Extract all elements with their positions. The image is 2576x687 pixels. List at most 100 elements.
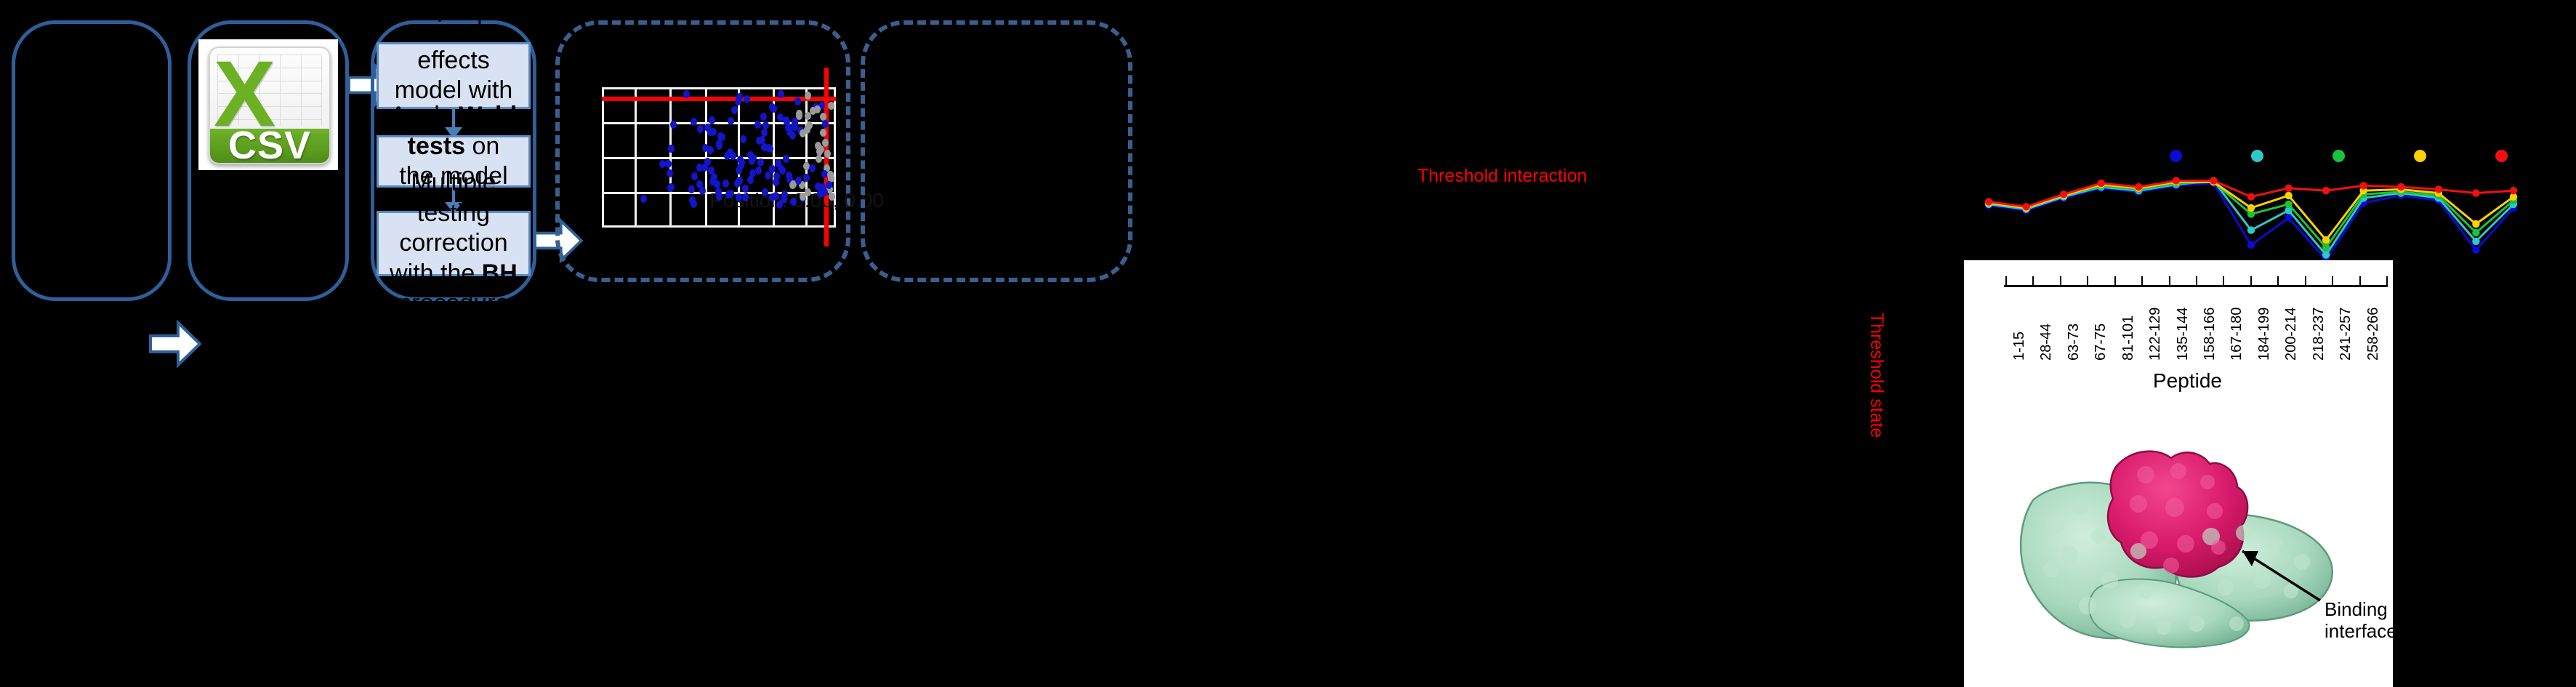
scatter-point [818, 102, 826, 111]
scatter-point [760, 143, 768, 152]
peptide-tick [2386, 276, 2388, 285]
scatter-point [736, 166, 743, 175]
scatter-point [747, 175, 754, 184]
binding-interface-annotation: Binding interface [2325, 598, 2393, 643]
binding-interface-line1: Binding [2325, 598, 2388, 620]
scatter-point [667, 169, 674, 178]
scatter-point [735, 193, 742, 202]
scatter-point [786, 174, 794, 183]
scatter-point [667, 183, 674, 192]
scatter-point [778, 90, 785, 99]
scatter-point [759, 136, 766, 145]
faint-position-annotation: Position: 0.00, 0.00 [709, 189, 884, 212]
scatter-point [827, 171, 834, 180]
reml-box: Fit a linear mixed-effects model withREM… [377, 0, 531, 164]
scatter-point [736, 92, 743, 101]
scatter-point [800, 129, 807, 137]
scatter-point [773, 178, 780, 187]
scatter-point [765, 171, 772, 180]
scatter-point [667, 145, 675, 153]
scatter-point [781, 190, 789, 199]
scatter-point [737, 161, 744, 170]
scatter-point [749, 169, 757, 178]
scatter-point [804, 112, 811, 121]
scatter-point [815, 155, 822, 164]
scatter-point [659, 159, 667, 168]
scatter-point [707, 146, 715, 155]
scatter-point [710, 128, 717, 137]
scatter-point [800, 193, 807, 201]
peptide-tick-label: 135-144 [2174, 307, 2191, 361]
scatter-point [823, 164, 830, 173]
scatter-point [804, 188, 811, 196]
scatter-point [640, 194, 648, 203]
scatter-point [826, 180, 833, 189]
peptide-tick-label: 28-44 [2038, 323, 2055, 361]
scatter-point [690, 117, 697, 126]
scatter-point [691, 172, 698, 180]
peptide-tick-label: 158-166 [2202, 307, 2218, 361]
peptide-tick-label: 167-180 [2229, 307, 2245, 361]
scatter-point [707, 127, 714, 136]
peptide-tick-label: 122-129 [2147, 307, 2164, 361]
peptide-tick [2332, 276, 2334, 285]
peptide-tick-label: 200-214 [2283, 307, 2300, 361]
scatter-point [828, 192, 835, 201]
volcano-stage [555, 20, 850, 282]
scatter-point [741, 185, 749, 193]
peptide-tick-label: 1-15 [2011, 331, 2027, 361]
peptide-tick-label: 63-73 [2065, 323, 2082, 361]
result-stage [861, 20, 1132, 282]
scatter-point [776, 200, 783, 209]
scatter-point [760, 128, 768, 137]
scatter-point [664, 160, 672, 169]
scatter-point [786, 127, 793, 136]
scatter-point [819, 183, 826, 192]
csv-stage [188, 20, 349, 301]
scatter-point [669, 121, 677, 129]
peptide-tick [2114, 276, 2116, 285]
peptide-tick-label: 81-101 [2120, 315, 2136, 361]
peptide-tick [2359, 276, 2361, 285]
scatter-point [734, 97, 741, 106]
scatter-point [822, 139, 829, 148]
scatter-point [696, 124, 704, 133]
scatter-point [716, 142, 723, 150]
scatter-point [762, 121, 770, 130]
peptide-tick [2223, 276, 2225, 285]
peptide-tick [2250, 276, 2252, 285]
legend-dot-series-1 [2170, 150, 2182, 162]
peptide-tick-label: 184-199 [2255, 307, 2272, 361]
legend-dot-series-4 [2414, 150, 2426, 162]
threshold-state-label: Threshold state [1867, 313, 1887, 438]
scatter-point [803, 162, 810, 170]
legend-dot-series-2 [2251, 150, 2263, 162]
scatter-point [717, 132, 725, 140]
scatter-point [815, 182, 822, 190]
scatter-point [794, 97, 801, 105]
bh-box: Multiple testing correction with the BH pr… [377, 169, 531, 317]
scatter-point [826, 185, 834, 194]
peptide-tick [2141, 276, 2144, 285]
scatter-point [730, 106, 738, 115]
scatter-point [784, 124, 792, 132]
csv-file-icon: X CSV [209, 47, 331, 164]
scatter-point [713, 180, 720, 189]
protein-structure-figure: 1-15 28-44 63-73 67-75 81-101 122-129 135-144 1… [1964, 260, 2393, 687]
scatter-point [742, 193, 749, 202]
scatter-point [824, 149, 832, 158]
scatter-point [809, 164, 816, 173]
scatter-point [701, 163, 709, 172]
scatter-point [795, 176, 802, 185]
scatter-point [723, 180, 730, 188]
scatter-point [730, 151, 737, 160]
scatter-point [760, 113, 767, 121]
scatter-point [767, 145, 774, 153]
scatter-point [816, 148, 824, 156]
block-arrow-right-to-csv [149, 320, 201, 368]
peptide-axis-line [2004, 285, 2388, 287]
scatter-point [814, 142, 821, 150]
arrow-down-1-line [452, 109, 455, 129]
protein-surface-illustration [2019, 450, 2333, 648]
scatter-point [733, 179, 741, 188]
